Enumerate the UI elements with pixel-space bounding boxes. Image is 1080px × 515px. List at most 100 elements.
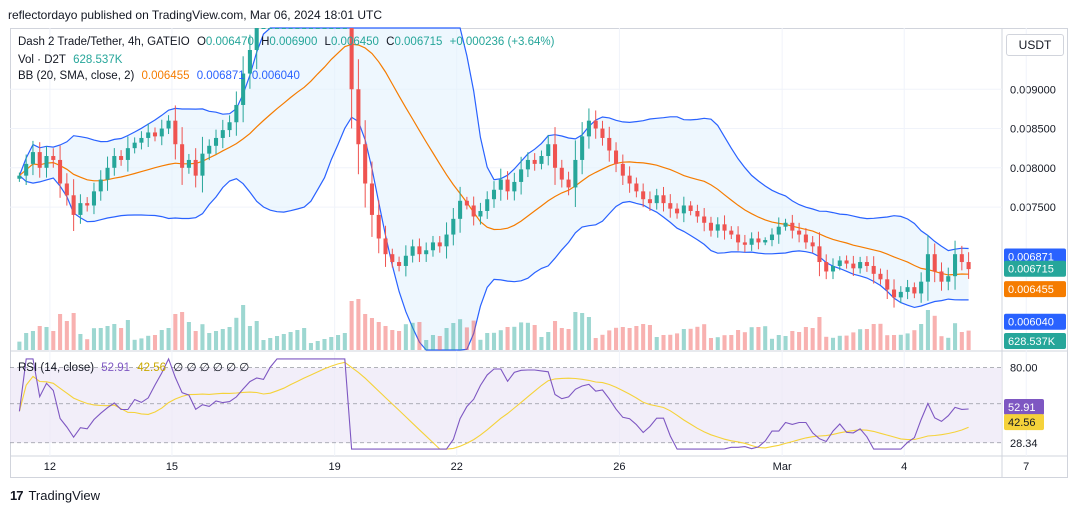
candle-body [444, 234, 449, 247]
candle-body [417, 246, 422, 255]
ohlc-open-label: O [196, 36, 206, 48]
candle-body [966, 262, 971, 270]
candle-body [891, 289, 897, 298]
volume-bar [275, 336, 280, 350]
rsi-ma-line [18, 361, 969, 450]
volume-bar [227, 327, 232, 350]
candle-body [376, 214, 381, 239]
volume-bar [186, 322, 191, 350]
volume-bar [647, 325, 652, 350]
candle-body [661, 195, 666, 204]
candle-body [851, 263, 856, 269]
candle-body [478, 210, 483, 217]
volume-bar [600, 334, 605, 350]
volume-bar [424, 340, 429, 350]
volume-bar [485, 333, 490, 350]
candle-body [797, 230, 802, 235]
price-axis-tick: 0.009000 [1010, 84, 1056, 96]
volume-bar [790, 331, 795, 350]
candle-body [220, 130, 225, 138]
candle-body [824, 262, 829, 272]
candle-body [98, 179, 103, 192]
candle-body [844, 260, 849, 264]
volume-bar [146, 335, 151, 350]
volume-bar [478, 339, 483, 350]
rsi-extra: ∅ ∅ ∅ ∅ ∅ ∅ [173, 362, 250, 374]
candle-body [383, 238, 388, 255]
volume-bar [512, 326, 517, 350]
volume-bar [390, 330, 395, 350]
volume-bar [491, 332, 497, 350]
time-axis-tick: 22 [451, 461, 463, 473]
volume-bar [98, 328, 103, 350]
bb-upper-tag-bg [1004, 248, 1066, 265]
volume-bar [91, 328, 97, 350]
candle-body [505, 179, 510, 192]
volume-bar [878, 323, 883, 350]
symbol-name: Dash 2 Trade/Tether, 4h, GATEIO [18, 36, 190, 48]
candle-body [254, 28, 259, 50]
bb-basis-value: 0.006455 [141, 70, 190, 82]
ohlc-close: 0.006715 [394, 36, 443, 48]
volume-bar [437, 336, 442, 350]
price-axis-tick: 0.007500 [1010, 202, 1056, 214]
candle-body [471, 205, 476, 217]
bb-upper-line [18, 27, 969, 252]
candle-body [329, 28, 334, 29]
volume-bar [173, 314, 178, 350]
time-axis-tick: 15 [166, 461, 178, 473]
volume-bar [51, 331, 56, 350]
volume-bar [200, 324, 205, 350]
candle-body [58, 159, 63, 184]
volume-bar [85, 339, 90, 350]
volume-bar [851, 332, 856, 350]
rsi-tag: 52.91 [1008, 402, 1036, 414]
last-price-tag: 0.006715 [1008, 264, 1054, 276]
candle-body [939, 271, 944, 282]
volume-bar [295, 330, 300, 350]
volume-bar [871, 324, 876, 350]
candle-body [546, 144, 551, 157]
volume-bar [105, 326, 110, 350]
candle-body [627, 175, 632, 184]
currency-button[interactable]: USDT [1006, 34, 1064, 56]
volume-bar [756, 327, 761, 350]
volume-bar [112, 324, 117, 350]
volume-bar [566, 329, 571, 350]
volume-bar [532, 325, 537, 350]
candle-body [159, 128, 164, 137]
bb-basis-tag: 0.006455 [1008, 284, 1054, 296]
volume-bar [322, 339, 327, 350]
bb-lower-line [19, 116, 969, 351]
candle-body [166, 120, 171, 129]
volume-bar [356, 299, 361, 350]
ohlc-low: 0.006450 [330, 36, 379, 48]
candle-body [830, 265, 836, 272]
candle-body [308, 28, 313, 29]
volume-bar [919, 324, 924, 350]
volume-bar [30, 331, 35, 350]
volume-bar [247, 326, 252, 350]
candle-body [654, 195, 659, 204]
volume-bar [661, 335, 666, 350]
volume-bar [654, 337, 659, 350]
volume-bar [546, 332, 551, 350]
candle-body [241, 73, 246, 105]
volume-bar [288, 332, 293, 350]
ohlc-close-label: C [386, 36, 395, 48]
volume-label: Vol · D2T [18, 54, 66, 66]
volume-bar [729, 335, 734, 350]
volume-bar [444, 328, 449, 350]
volume-bar [559, 328, 564, 350]
candle-body [349, 28, 354, 90]
volume-bar [44, 327, 49, 350]
candle-body [71, 195, 76, 215]
candle-body [200, 153, 205, 176]
candle-body [742, 242, 747, 245]
volume-bar [268, 338, 273, 350]
candle-body [247, 49, 252, 74]
candle-body [905, 287, 910, 292]
candle-body [885, 279, 890, 290]
candle-body [688, 205, 693, 211]
